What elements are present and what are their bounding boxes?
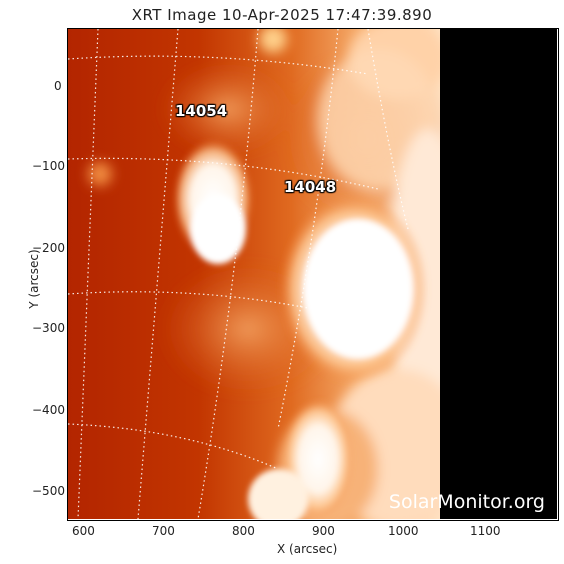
x-tick-label: 1100: [470, 524, 501, 538]
x-tick-label: 700: [152, 524, 175, 538]
xrt-sun-image: [68, 29, 557, 519]
x-tick-label: 800: [232, 524, 255, 538]
y-tick-label: −100: [32, 159, 65, 173]
x-axis-title: X (arcsec): [277, 542, 338, 556]
solar-image[interactable]: 14054 14048 SolarMonitor.org: [68, 29, 557, 519]
y-tick-label: 0: [54, 79, 62, 93]
active-region-14048-label[interactable]: 14048: [284, 178, 337, 196]
y-tick-label: −500: [32, 484, 65, 498]
x-tick-label: 900: [312, 524, 335, 538]
image-title: XRT Image 10-Apr-2025 17:47:39.890: [131, 6, 433, 24]
y-tick-label: −200: [32, 241, 65, 255]
x-tick-label: 1000: [388, 524, 419, 538]
y-axis-title: Y (arcsec): [27, 249, 41, 309]
watermark-text: SolarMonitor.org: [388, 491, 545, 513]
y-tick-label: −400: [32, 403, 65, 417]
active-region-14054-label[interactable]: 14054: [175, 102, 228, 120]
x-tick-label: 600: [72, 524, 95, 538]
y-tick-label: −300: [32, 321, 65, 335]
